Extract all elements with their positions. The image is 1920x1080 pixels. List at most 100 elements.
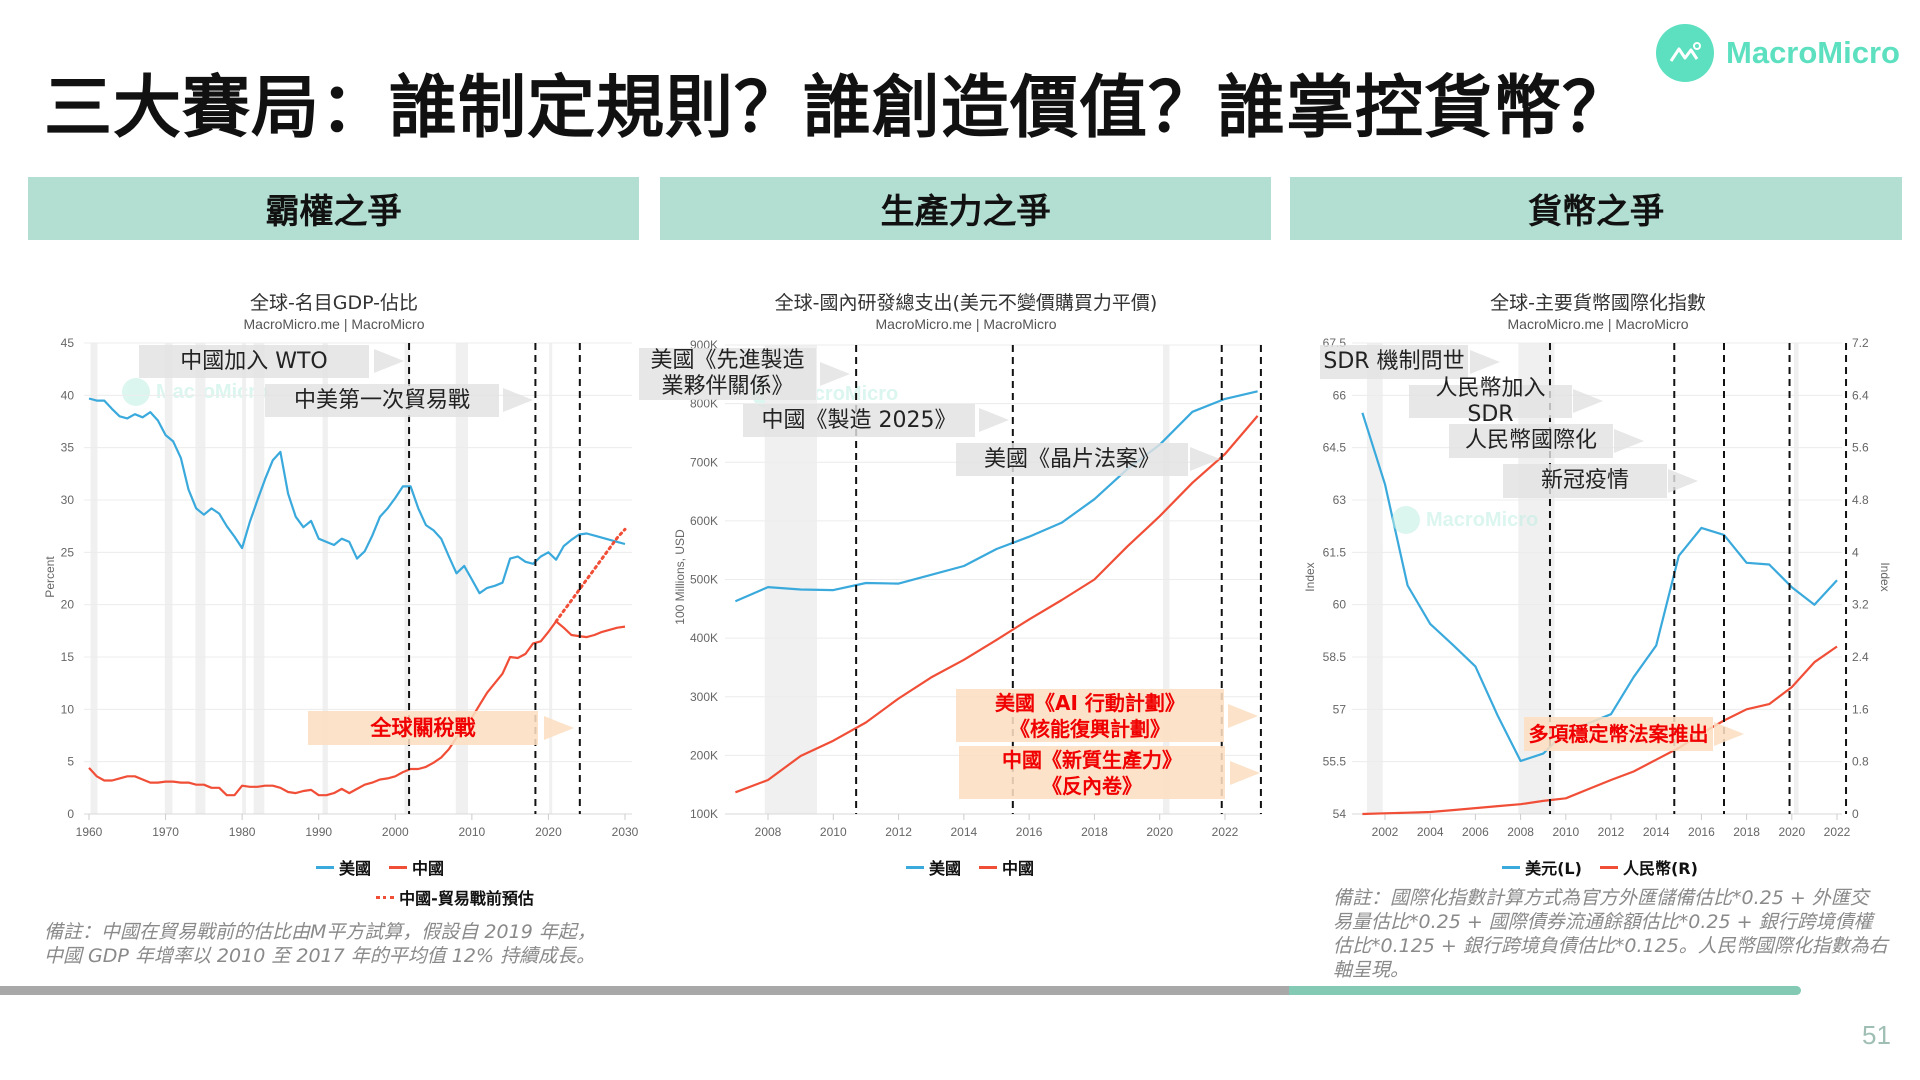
y-tick-label: 45 [61, 336, 75, 350]
x-tick-label: 2010 [459, 825, 486, 839]
annotation-chips-act: 美國《晶片法案》 [956, 443, 1188, 476]
arrow-right-icon [979, 408, 1009, 432]
legend-item-us[interactable]: 美國 [905, 855, 961, 879]
legend-item-china[interactable]: 中國 [979, 855, 1034, 879]
recession-band [242, 343, 246, 814]
x-tick-label: 1990 [305, 825, 332, 839]
footnote-line: 備註：中國在貿易戰前的估比由M平方試算，假設自 2019 年起， [44, 921, 596, 943]
y-tick-label-right: 5.6 [1852, 441, 1869, 455]
y-tick-label: 25 [61, 545, 75, 559]
x-tick-label: 2008 [1507, 825, 1534, 839]
y-tick-label: 57 [1333, 702, 1347, 716]
legend-label: 中國 [1002, 859, 1035, 878]
series-line-3 [554, 527, 627, 623]
x-tick-label: 2018 [1081, 825, 1108, 839]
legend: 美國 中國 [800, 855, 1140, 879]
x-tick-label: 2030 [612, 825, 639, 839]
y-tick-label: 5 [67, 755, 74, 769]
recession-band [253, 343, 265, 814]
arrow-right-icon [503, 388, 533, 412]
legend-item-china[interactable]: 中國 [389, 855, 444, 879]
legend-swatch [376, 895, 395, 899]
x-tick-label: 2002 [1372, 825, 1399, 839]
y-tick-label: 35 [61, 441, 75, 455]
series-line-2 [735, 415, 1259, 794]
legend-swatch [979, 865, 997, 869]
x-tick-label: 1980 [229, 825, 256, 839]
annotation-made-in-china-2025: 中國《製造 2025》 [743, 404, 975, 437]
y-tick-label: 200K [690, 748, 718, 762]
brand-wordmark: MacroMicro [1726, 35, 1900, 70]
footnote-line: 估比*0.125 + 銀行跨境負債估比*0.125。人民幣國際化指數為右 [1333, 935, 1888, 957]
y-tick-label-right: 6.4 [1852, 388, 1869, 402]
x-tick-label: 2004 [1417, 825, 1444, 839]
y-tick-label: 61.5 [1323, 545, 1347, 559]
x-tick-label: 1960 [76, 825, 103, 839]
y-tick-label: 60 [1333, 598, 1347, 612]
recession-band [164, 343, 173, 814]
legend-item-rmb[interactable]: 人民幣(R) [1599, 855, 1698, 879]
legend-item-usd[interactable]: 美元(L) [1502, 855, 1582, 879]
chart-source: MacroMicro.me | MacroMicro [1507, 316, 1689, 332]
x-tick-label: 2020 [1146, 825, 1173, 839]
annotation-amp: 美國《先進製造業夥伴關係》 [639, 348, 816, 400]
legend: 美元(L) 人民幣(R) [1430, 855, 1770, 879]
annotation-wto: 中國加入 WTO [139, 345, 369, 378]
y-tick-label: 64.5 [1323, 441, 1347, 455]
y-tick-label-right: 4.8 [1852, 493, 1869, 507]
legend-item-us[interactable]: 美國 [315, 855, 371, 879]
y-tick-label: 54 [1333, 807, 1347, 821]
y-tick-label-right: 2.4 [1852, 650, 1869, 664]
legend-item-china-projection[interactable]: 中國-貿易戰前預估 [376, 885, 534, 909]
y-tick-label: 66 [1333, 388, 1347, 402]
recession-band [549, 343, 553, 814]
y-tick-label-right: 1.6 [1852, 702, 1869, 716]
chart-title: 全球-國內研發總支出(美元不變價購買力平價) [774, 292, 1158, 314]
y-tick-label: 0 [67, 807, 74, 821]
x-tick-label: 2016 [1016, 825, 1043, 839]
legend-label: 中國 [412, 859, 445, 878]
y-tick-label: 800K [690, 397, 718, 411]
legend-label: 中國-貿易戰前預估 [399, 889, 534, 908]
watermark-logo-icon [122, 378, 150, 406]
footnote: 備註：國際化指數計算方式為官方外匯儲備估比*0.25 + 外匯交 易量估比*0.… [1333, 886, 1888, 982]
footnote-line: 軸呈現。 [1333, 959, 1410, 981]
annotation-sdr: SDR 機制問世 [1320, 345, 1468, 379]
y-tick-label: 30 [61, 493, 75, 507]
y-tick-label: 400K [690, 631, 718, 645]
recession-band [455, 343, 469, 814]
annotation-covid: 新冠疫情 [1503, 464, 1667, 498]
y-tick-label-right: 0.8 [1852, 755, 1869, 769]
chart-3: 5455.55758.56061.56364.56667.500.81.62.4… [1323, 336, 1869, 839]
legend-swatch [1502, 865, 1521, 869]
y-tick-label: 20 [61, 598, 75, 612]
y-tick-label: 700K [690, 455, 718, 469]
section-header-hegemony: 霸權之爭 [28, 177, 639, 240]
x-tick-label: 2020 [535, 825, 562, 839]
y-tick-label-right: 7.2 [1852, 336, 1869, 350]
chart-source: MacroMicro.me | MacroMicro [243, 316, 425, 332]
legend-label: 美國 [928, 859, 961, 878]
recession-band [1794, 343, 1799, 814]
y-tick-label-right: 4 [1852, 545, 1859, 559]
y-tick-label: 100K [690, 807, 718, 821]
annotation-new-productivity: 中國《新質生產力》 《反內卷》 [959, 746, 1225, 799]
y-tick-label: 500K [690, 573, 718, 587]
progress-bar-track [0, 986, 1300, 995]
x-tick-label: 1970 [152, 825, 179, 839]
y-tick-label: 15 [61, 650, 75, 664]
watermark: MacroMicro [122, 378, 268, 406]
series-line-2 [1362, 645, 1838, 816]
watermark-text: MacroMicro [156, 380, 269, 403]
page-number: 51 [1862, 1020, 1891, 1050]
y-tick-label: 58.5 [1323, 650, 1347, 664]
legend-label: 美國 [338, 859, 371, 878]
arrow-right-icon [544, 716, 574, 740]
legend-label: 人民幣(R) [1622, 859, 1698, 878]
chart-1: 0 5 10 15 20 25 30 35 40 45 1960 1970 1980 1990 2000 20… [61, 336, 639, 839]
recession-band [1366, 343, 1383, 814]
arrow-right-icon [1573, 389, 1603, 413]
section-header-currency: 貨幣之爭 [1290, 177, 1902, 240]
footnote-line: 中國 GDP 年增率以 2010 至 2017 年的平均值 12% 持續成長。 [44, 945, 596, 967]
legend-swatch [389, 865, 407, 869]
